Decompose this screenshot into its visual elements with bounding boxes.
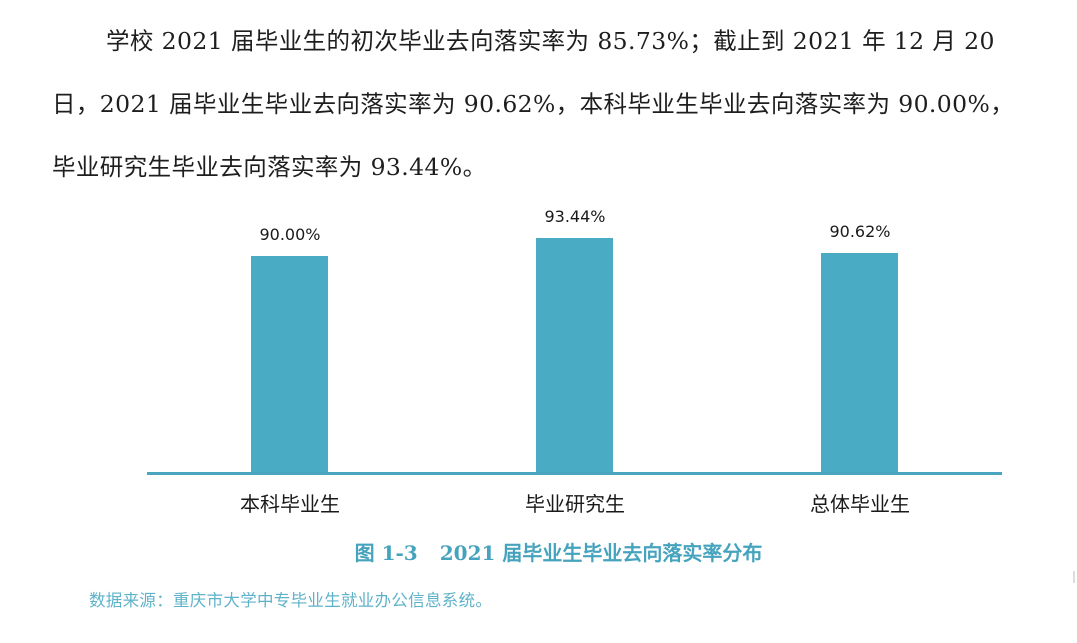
bar-postgraduate [536, 238, 613, 473]
bar-value-label: 90.00% [259, 225, 321, 244]
figure-number: 图 1-3 [354, 541, 418, 565]
figure-caption: 图 1-3 2021 届毕业生毕业去向落实率分布 [0, 537, 1077, 566]
bar-value-label: 93.44% [544, 207, 606, 226]
category-label: 毕业研究生 [525, 492, 625, 516]
paragraph-line-2: 日，2021 届毕业生毕业去向落实率为 90.62%，本科毕业生毕业去向落实率为… [52, 90, 1015, 118]
bar-value-label: 90.62% [829, 222, 891, 241]
figure-title: 2021 届毕业生毕业去向落实率分布 [439, 541, 763, 565]
data-source-note: 数据来源：重庆市大学中专毕业生就业办公信息系统。 [89, 591, 493, 610]
paragraph-line-3: 毕业研究生毕业去向落实率为 93.44%。 [52, 153, 487, 181]
bar-overall [821, 253, 898, 473]
category-label: 总体毕业生 [810, 492, 910, 516]
bar-undergraduate [251, 256, 328, 473]
paragraph-line-1: 学校 2021 届毕业生的初次毕业去向落实率为 85.73%；截止到 2021 … [106, 27, 995, 55]
page-edge-mark [1073, 571, 1075, 583]
category-label: 本科毕业生 [240, 492, 340, 516]
x-axis-baseline [147, 472, 1002, 475]
